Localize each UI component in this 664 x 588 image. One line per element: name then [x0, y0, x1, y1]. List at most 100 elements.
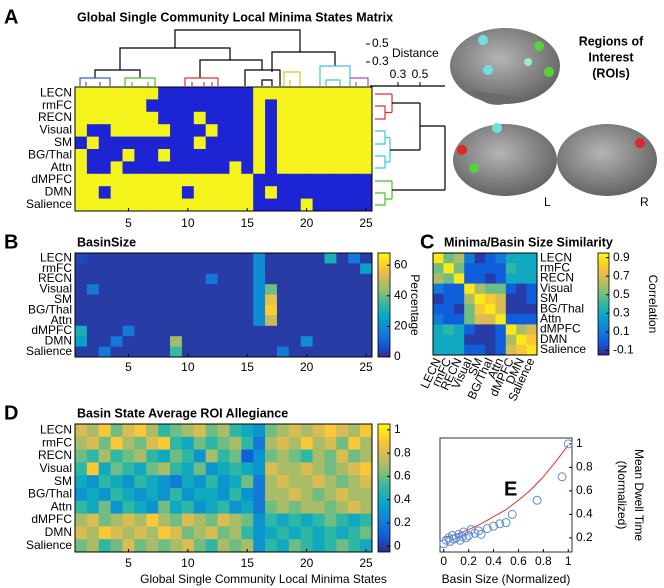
heat-cell: [158, 305, 171, 316]
heat-cell: [485, 263, 496, 274]
heat-cell: [158, 449, 171, 463]
heat-cell: [146, 424, 159, 438]
row-label: DMN: [45, 525, 72, 539]
heat-cell: [300, 263, 313, 275]
heat-cell: [110, 99, 123, 113]
heat-cell: [193, 99, 207, 113]
heat-cell: [526, 253, 538, 264]
heat-cell: [253, 263, 266, 275]
heat-cell: [253, 315, 266, 327]
heat-cell: [300, 253, 313, 264]
heat-cell: [146, 87, 159, 100]
heat-cell: [229, 284, 242, 295]
heat-cell: [217, 539, 230, 553]
heat-cell: [526, 293, 538, 305]
heat-cell: [193, 539, 207, 553]
heat-cell: [181, 424, 195, 438]
heat-cell: [312, 449, 325, 463]
heat-cell: [134, 325, 147, 337]
heat-cell: [360, 198, 373, 212]
panel-letter: E: [504, 478, 517, 500]
heat-cell: [110, 284, 123, 295]
heat-cell: [205, 99, 218, 113]
heat-cell: [324, 149, 337, 162]
heat-cell: [75, 449, 88, 463]
heat-cell: [98, 436, 112, 450]
heat-cell: [253, 488, 266, 502]
heat-cell: [110, 263, 123, 275]
heat-cell: [348, 436, 361, 450]
x-tick-label: 25: [359, 216, 373, 230]
heat-cell: [312, 346, 325, 358]
heat-cell: [193, 475, 207, 489]
heat-cell: [205, 149, 218, 162]
heat-cell: [110, 198, 123, 212]
heat-cell: [158, 87, 171, 100]
heat-cell: [98, 284, 112, 295]
heat-cell: [229, 263, 242, 275]
heat-cell: [98, 336, 112, 347]
y-tick-label: 0.8: [576, 460, 593, 474]
heat-cell: [181, 99, 195, 113]
heat-cell: [181, 186, 195, 199]
axes-frame: [439, 437, 573, 553]
heat-cell: [158, 513, 171, 527]
heat-cell: [324, 124, 337, 137]
heat-cell: [229, 462, 242, 476]
heat-cell: [98, 513, 112, 527]
row-label: LECN: [540, 250, 572, 264]
heat-cell: [464, 344, 475, 356]
heat-cell: [324, 273, 337, 285]
heat-cell: [495, 263, 507, 274]
heat-cell: [146, 346, 159, 358]
heat-cell: [158, 111, 171, 125]
row-label: Visual: [40, 123, 72, 137]
heat-cell: [181, 136, 195, 150]
heat-cell: [75, 526, 88, 540]
heat-cell: [360, 526, 373, 540]
heat-cell: [193, 526, 207, 540]
heat-cell: [193, 124, 207, 137]
heat-cell: [276, 136, 290, 150]
heat-cell: [276, 294, 290, 306]
heat-cell: [75, 462, 88, 476]
heat-cell: [276, 488, 290, 502]
heat-cell: [516, 344, 527, 356]
heat-cell: [485, 304, 496, 315]
heat-cell: [300, 539, 313, 553]
heat-cell: [276, 87, 290, 100]
heat-cell: [110, 526, 123, 540]
row-label: rmFC: [540, 260, 570, 274]
heat-cell: [229, 87, 242, 100]
heat-cell: [98, 99, 112, 113]
heat-cell: [360, 305, 373, 316]
data-point: [557, 472, 567, 482]
heat-cell: [241, 284, 254, 295]
heat-cell: [217, 436, 230, 450]
heat-cell: [205, 424, 218, 438]
heat-cell: [324, 198, 337, 212]
heat-cell: [300, 488, 313, 502]
heat-cell: [110, 424, 123, 438]
heat-cell: [134, 253, 147, 264]
x-tick-label: 20: [300, 216, 314, 230]
heat-cell: [360, 436, 373, 450]
heat-cell: [86, 539, 100, 553]
heat-cell: [110, 111, 123, 125]
heat-cell: [276, 325, 290, 337]
heat-cell: [241, 500, 254, 514]
heat-cell: [516, 304, 527, 315]
heat-cell: [110, 124, 123, 137]
dendrogram-x-tick-label: 0.3: [390, 67, 407, 81]
heat-cell: [158, 161, 171, 175]
heat-cell: [170, 99, 183, 113]
heat-cell: [288, 136, 302, 150]
heat-cell: [122, 539, 135, 553]
heat-cell: [526, 334, 538, 346]
panel-letter: B: [4, 231, 18, 253]
heat-cell: [253, 424, 266, 438]
heat-cell: [181, 315, 195, 327]
heat-cell: [265, 173, 278, 187]
heat-cell: [122, 315, 135, 327]
heat-cell: [86, 111, 100, 125]
